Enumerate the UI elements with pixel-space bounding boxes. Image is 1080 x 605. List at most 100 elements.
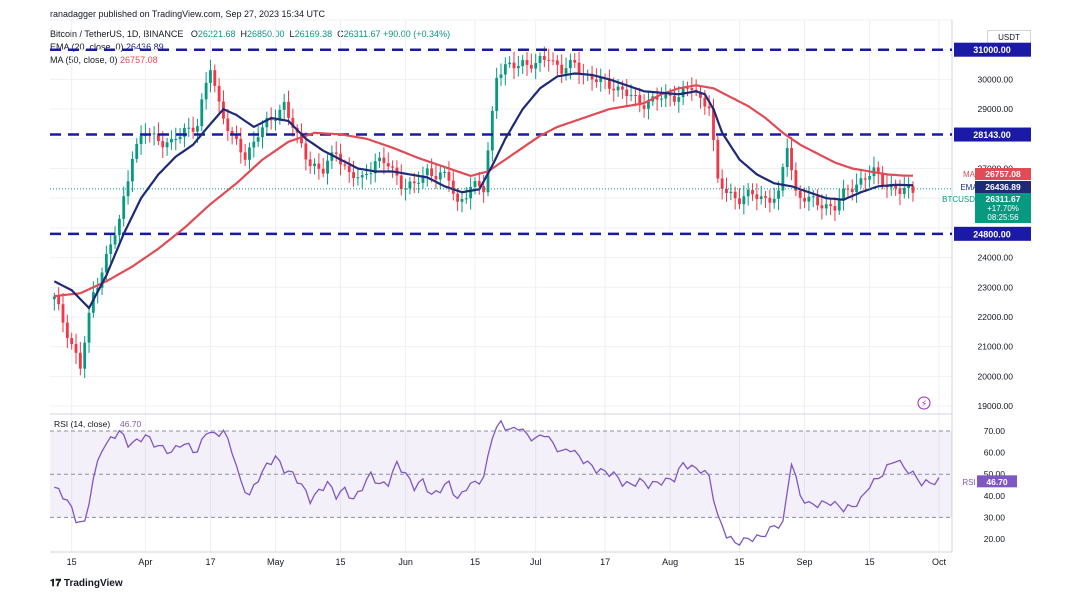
candle-body	[326, 160, 329, 174]
candle-body	[521, 60, 525, 67]
candle-body	[499, 74, 503, 78]
candle-body	[768, 197, 772, 203]
candle-body	[256, 137, 260, 142]
candle-body	[902, 188, 906, 194]
candle-body	[568, 60, 572, 69]
candle-body	[647, 101, 650, 109]
candle-body	[308, 159, 312, 167]
candle-body	[512, 62, 516, 69]
candle-body	[261, 127, 264, 138]
candle-body	[100, 272, 104, 288]
candle-body	[811, 196, 815, 198]
candle-body	[170, 139, 173, 143]
candle-body	[230, 130, 234, 135]
candle-body	[61, 304, 65, 323]
candle-body	[777, 190, 780, 199]
symbol-title[interactable]: Bitcoin / TetherUS, 1D, BINANCE	[50, 29, 184, 39]
candle-body	[564, 68, 568, 74]
candle-body	[183, 127, 186, 137]
rsi-tick-label: 60.00	[984, 448, 1006, 458]
candle-body	[421, 175, 425, 183]
candle-body	[608, 79, 611, 89]
ma-legend[interactable]: MA (50, close, 0) 26757.08	[50, 55, 158, 65]
brand-name: TradingView	[63, 578, 123, 589]
candle-body	[83, 342, 87, 369]
ohlc-close: 26311.67	[343, 29, 381, 39]
price-tick-label: 24000.00	[978, 253, 1014, 263]
symbol-header: Bitcoin / TetherUS, 1D, BINANCE O26221.6…	[50, 29, 451, 39]
candle-body	[412, 181, 416, 184]
price-tick-label: 22000.00	[978, 312, 1014, 322]
candle-body	[287, 101, 290, 118]
candle-body	[165, 142, 169, 148]
candle-body	[829, 204, 832, 207]
candle-body	[464, 198, 468, 200]
candle-body	[686, 87, 689, 89]
ema-legend-label: EMA (20, close, 0)	[50, 42, 124, 52]
time-tick-label: Sep	[797, 557, 813, 567]
price-tick-label: 21000.00	[978, 342, 1014, 352]
candle-body	[313, 163, 316, 167]
axis-tag-name: EMA	[960, 183, 978, 192]
candle-body	[460, 199, 464, 202]
candle-body	[430, 168, 434, 177]
candle-body	[438, 172, 442, 180]
ema-legend[interactable]: EMA (20, close, 0) 26436.89	[50, 42, 164, 52]
level-price-tag	[954, 226, 1031, 241]
candle-body	[803, 197, 806, 202]
candle-body	[699, 92, 702, 98]
candle-body	[625, 89, 629, 97]
candle-body	[733, 191, 737, 199]
candle-body	[616, 86, 620, 91]
time-tick-label: 15	[67, 557, 77, 567]
level-price-tag	[954, 127, 1031, 142]
candle-body	[122, 196, 126, 219]
candle-body	[217, 85, 221, 102]
candle-body	[161, 141, 165, 148]
candle-body	[842, 188, 845, 200]
candle-body	[243, 152, 247, 160]
candle-body	[447, 171, 451, 181]
candle-body	[638, 95, 642, 106]
candle-body	[863, 178, 867, 180]
candle-body	[690, 88, 694, 90]
candle-body	[443, 171, 447, 173]
candle-body	[785, 148, 789, 168]
candle-body	[855, 184, 859, 193]
candle-body	[91, 292, 95, 313]
candle-body	[794, 170, 798, 191]
ohlc-low: 26169.38	[294, 29, 333, 39]
candle-body	[703, 97, 707, 107]
candle-body	[820, 205, 824, 209]
candle-body	[113, 235, 117, 245]
candle-body	[369, 173, 373, 175]
level-price-label: 24800.00	[973, 229, 1011, 239]
candle-body	[152, 133, 156, 135]
candle-body	[378, 157, 381, 162]
candle-body	[551, 60, 555, 62]
candle-body	[677, 97, 681, 102]
candle-body	[117, 218, 121, 236]
ma-50-line	[54, 84, 913, 298]
candle-body	[707, 106, 711, 109]
candle-body	[135, 143, 139, 160]
candle-body	[560, 64, 564, 74]
candle-body	[599, 77, 603, 82]
rsi-tick-label: 30.00	[984, 512, 1006, 522]
candle-body	[213, 70, 217, 86]
time-tick-label: Jun	[398, 557, 413, 567]
time-tick-label: 17	[600, 557, 610, 567]
axis-tag-extra: +17.70%	[987, 204, 1019, 213]
candle-body	[265, 118, 269, 128]
candle-body	[482, 186, 486, 193]
candle-body	[304, 143, 308, 160]
axis-tag-value: 26436.89	[985, 182, 1021, 192]
time-tick-label: Apr	[138, 557, 152, 567]
tradingview-logo[interactable]: 𝟏𝟕 TradingView	[50, 578, 123, 589]
candle-body	[209, 70, 212, 83]
candle-body	[837, 199, 841, 211]
candle-body	[226, 118, 230, 131]
candle-body	[859, 178, 863, 185]
candle-body	[529, 64, 533, 69]
